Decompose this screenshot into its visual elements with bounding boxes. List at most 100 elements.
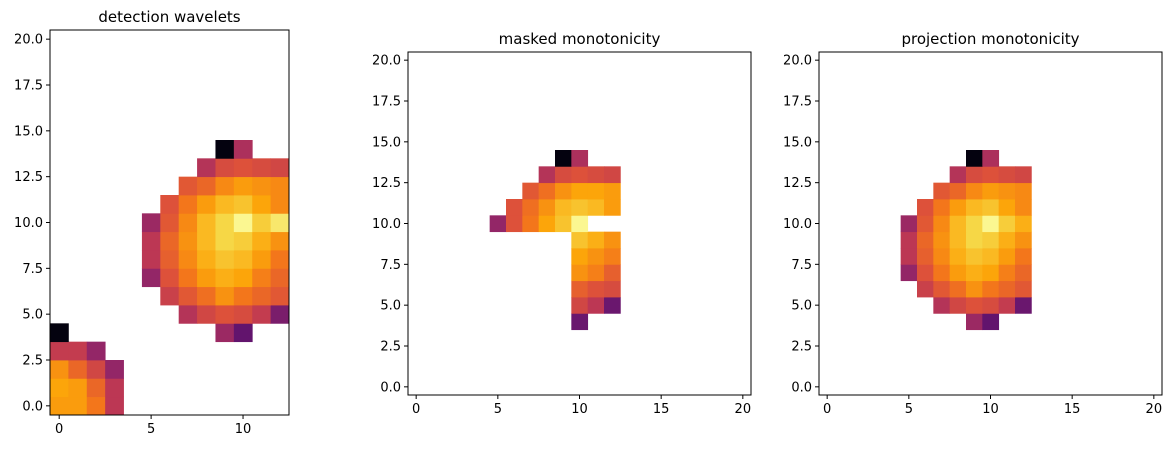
y-tick-label: 20.0: [14, 33, 43, 48]
heatmap-cell: [933, 297, 951, 314]
heatmap-cell: [949, 166, 967, 184]
heatmap-cell: [555, 150, 572, 167]
heatmap-cell: [160, 231, 180, 251]
heatmap-cell: [604, 199, 621, 216]
heatmap-cell: [1015, 248, 1032, 265]
heatmap-cell: [998, 297, 1016, 314]
heatmap-cell: [105, 378, 124, 398]
heatmap-cell: [966, 280, 983, 298]
heatmap-cell: [215, 195, 235, 214]
heatmap-cell: [933, 182, 951, 200]
heatmap-cell: [1015, 182, 1032, 200]
heatmap-cell: [966, 166, 983, 184]
panel-title: projection monotonicity: [901, 30, 1079, 48]
heatmap-cell: [587, 166, 605, 184]
heatmap-cell: [160, 195, 180, 214]
heatmap-cell: [215, 305, 235, 324]
heatmap-cell: [252, 268, 272, 288]
heatmap-cell: [233, 250, 253, 269]
heatmap-cell: [233, 323, 253, 343]
heatmap-cell: [178, 305, 198, 324]
heatmap-cell: [252, 195, 272, 214]
heatmap-cell: [587, 264, 605, 282]
heatmap-cell: [900, 231, 918, 249]
x-tick-label: 0: [55, 422, 63, 437]
heatmap-cell: [949, 248, 967, 265]
heatmap-cell: [917, 231, 934, 249]
heatmap-cell: [917, 248, 934, 265]
heatmap-cell: [50, 341, 69, 361]
heatmap-cell: [270, 268, 290, 288]
heatmap-cell: [933, 215, 951, 233]
heatmap-cell: [571, 182, 589, 200]
heatmap-cell: [197, 305, 216, 324]
heatmap-cell: [489, 215, 507, 233]
heatmap-cell: [604, 280, 621, 298]
x-tick-label: 10: [571, 402, 588, 417]
heatmap-cell: [982, 182, 1000, 200]
heatmap-cell: [252, 158, 272, 178]
heatmap-cell: [966, 150, 983, 167]
heatmap-cell: [571, 313, 589, 331]
panel-masked-monotonicity: masked monotonicity 0 5 10 15 20 0.0 2.5 5.0 7.5…: [372, 30, 752, 417]
heatmap-cell: [538, 182, 556, 200]
x-tick-label: 15: [1064, 402, 1081, 417]
heatmap-cell: [949, 215, 967, 233]
heatmap-cell: [252, 176, 272, 196]
heatmap-cell: [998, 231, 1016, 249]
heatmap-cell: [270, 305, 290, 324]
heatmap-cell: [949, 264, 967, 282]
y-tick-label: 2.5: [791, 340, 812, 355]
heatmap-cell: [160, 286, 180, 306]
heatmap-cell: [86, 341, 106, 361]
y-tick-label: 12.5: [14, 170, 43, 185]
heatmap-cell: [270, 195, 290, 214]
heatmap-cell: [86, 360, 106, 379]
heatmap-cell: [933, 231, 951, 249]
heatmap-cell: [270, 158, 290, 178]
heatmap-cell: [933, 248, 951, 265]
heatmap-cell: [68, 341, 88, 361]
heatmap-cell: [233, 286, 253, 306]
heatmap-cell: [966, 248, 983, 265]
heatmap-cell: [998, 166, 1016, 184]
heatmap-cell: [555, 182, 572, 200]
heatmap-cell: [197, 250, 216, 269]
y-tick-label: 15.0: [783, 135, 812, 150]
heatmap-cell: [604, 264, 621, 282]
heatmap-cell: [233, 158, 253, 178]
y-tick-label: 20.0: [372, 54, 401, 69]
y-tick-label: 2.5: [380, 340, 401, 355]
heatmap-cell: [215, 250, 235, 269]
panel-title: detection wavelets: [98, 8, 240, 26]
heatmap-cell: [933, 199, 951, 216]
heatmap-cell: [178, 231, 198, 251]
heatmap-cell: [917, 280, 934, 298]
y-tick-label: 10.0: [372, 217, 401, 232]
heatmap-cell: [982, 248, 1000, 265]
heatmap-cell: [949, 297, 967, 314]
heatmap-cell: [197, 176, 216, 196]
heatmap-cell: [50, 396, 69, 416]
y-tick-label: 15.0: [14, 124, 43, 139]
heatmap-cell: [522, 182, 540, 200]
panel-projection-monotonicity: projection monotonicity 0 5 10 15 20 0.0 2.5 5.…: [783, 30, 1163, 417]
y-tick-label: 0.0: [22, 399, 43, 414]
heatmap-cell: [982, 199, 1000, 216]
heatmap-cell: [50, 360, 69, 379]
heatmap-cell: [1015, 231, 1032, 249]
x-tick-label: 10: [235, 422, 252, 437]
y-tick-label: 7.5: [22, 262, 43, 277]
heatmap-cell: [197, 195, 216, 214]
heatmap-cell: [141, 213, 161, 233]
heatmap-cell: [587, 280, 605, 298]
heatmap-cell: [587, 248, 605, 265]
x-tick-label: 5: [494, 402, 502, 417]
heatmap-cell: [998, 199, 1016, 216]
heatmap-cell: [1015, 297, 1032, 314]
heatmap-cell: [86, 378, 106, 398]
y-tick-label: 17.5: [372, 95, 401, 110]
heatmap-cell: [270, 213, 290, 233]
heatmap-cell: [1015, 280, 1032, 298]
heatmap-cell: [197, 231, 216, 251]
